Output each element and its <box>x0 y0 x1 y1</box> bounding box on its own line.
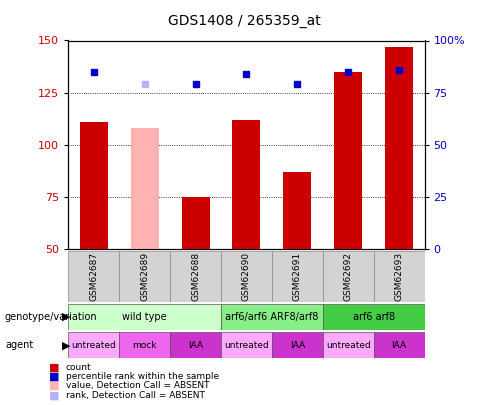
Text: genotype/variation: genotype/variation <box>5 312 98 322</box>
FancyBboxPatch shape <box>68 251 119 302</box>
FancyBboxPatch shape <box>323 304 425 330</box>
Text: ▶: ▶ <box>62 312 71 322</box>
Text: GSM62691: GSM62691 <box>293 252 302 301</box>
FancyBboxPatch shape <box>323 251 374 302</box>
FancyBboxPatch shape <box>374 332 425 358</box>
Text: GSM62693: GSM62693 <box>395 252 404 301</box>
Bar <box>284 172 311 249</box>
Text: count: count <box>66 363 92 372</box>
Text: ▶: ▶ <box>62 340 71 350</box>
Text: wild type: wild type <box>122 312 167 322</box>
FancyBboxPatch shape <box>170 251 221 302</box>
FancyBboxPatch shape <box>221 251 272 302</box>
Text: GSM62687: GSM62687 <box>89 252 98 301</box>
Text: agent: agent <box>5 340 33 350</box>
Bar <box>334 72 362 249</box>
FancyBboxPatch shape <box>323 332 374 358</box>
Text: untreated: untreated <box>71 341 116 350</box>
FancyBboxPatch shape <box>68 332 119 358</box>
Text: rank, Detection Call = ABSENT: rank, Detection Call = ABSENT <box>66 391 205 400</box>
Text: IAA: IAA <box>290 341 305 350</box>
Text: arf6/arf6 ARF8/arf8: arf6/arf6 ARF8/arf8 <box>225 312 319 322</box>
Bar <box>80 122 108 249</box>
Text: ■: ■ <box>49 362 60 372</box>
Text: GDS1408 / 265359_at: GDS1408 / 265359_at <box>167 14 321 28</box>
Text: GSM62692: GSM62692 <box>344 252 353 301</box>
Text: ■: ■ <box>49 372 60 382</box>
Text: IAA: IAA <box>188 341 203 350</box>
Text: arf6 arf8: arf6 arf8 <box>353 312 395 322</box>
Text: GSM62689: GSM62689 <box>140 252 149 301</box>
Bar <box>385 47 413 249</box>
FancyBboxPatch shape <box>272 332 323 358</box>
Bar <box>131 128 159 249</box>
Text: IAA: IAA <box>391 341 407 350</box>
FancyBboxPatch shape <box>170 332 221 358</box>
Text: ■: ■ <box>49 390 60 400</box>
Text: percentile rank within the sample: percentile rank within the sample <box>66 372 219 381</box>
Text: GSM62690: GSM62690 <box>242 252 251 301</box>
FancyBboxPatch shape <box>374 251 425 302</box>
Text: mock: mock <box>132 341 157 350</box>
FancyBboxPatch shape <box>221 332 272 358</box>
Text: ■: ■ <box>49 381 60 391</box>
Text: untreated: untreated <box>326 341 370 350</box>
FancyBboxPatch shape <box>272 251 323 302</box>
FancyBboxPatch shape <box>221 304 323 330</box>
Bar <box>182 197 209 249</box>
FancyBboxPatch shape <box>119 251 170 302</box>
FancyBboxPatch shape <box>119 332 170 358</box>
Bar <box>232 120 261 249</box>
FancyBboxPatch shape <box>68 304 221 330</box>
Text: GSM62688: GSM62688 <box>191 252 200 301</box>
Text: untreated: untreated <box>224 341 269 350</box>
Text: value, Detection Call = ABSENT: value, Detection Call = ABSENT <box>66 382 209 390</box>
